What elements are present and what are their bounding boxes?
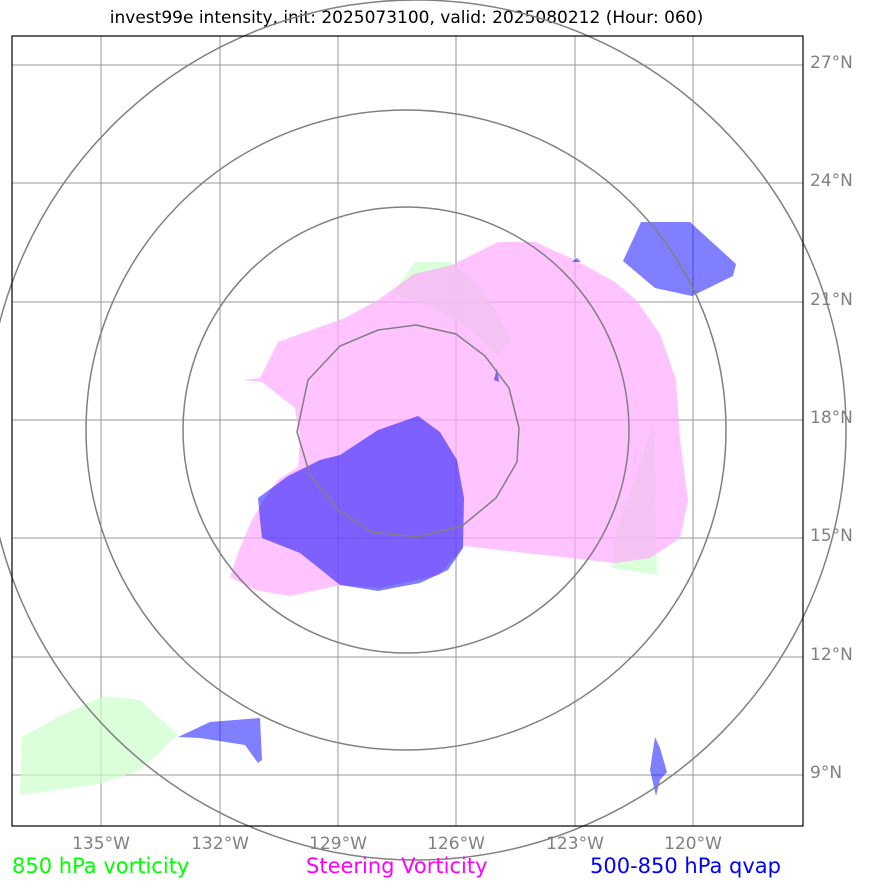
lat-label-24n: 24°N: [810, 171, 853, 191]
lat-label-27n: 27°N: [810, 53, 853, 73]
legend-steering-vorticity: Steering Vorticity: [306, 854, 488, 878]
qvap-area-south: [650, 737, 667, 796]
lon-label-132w: 132°W: [191, 834, 249, 854]
map-frame: [11, 35, 804, 827]
qvap-area-northeast: [623, 222, 736, 296]
range-ring-2: [182, 206, 630, 654]
qvap-area-speck-1: [572, 258, 581, 262]
field-500-850-qvap: [178, 222, 736, 796]
range-ring-4: [0, 0, 847, 861]
lon-label-126w: 126°W: [427, 834, 485, 854]
lat-label-18n: 18°N: [810, 408, 853, 428]
range-rings: [0, 0, 847, 861]
lon-label-120w: 120°W: [664, 834, 722, 854]
qvap-area-southwest: [178, 718, 262, 763]
qvap-area-core-inner: [340, 418, 462, 560]
lon-label-123w: 123°W: [546, 834, 604, 854]
legend-qvap: 500-850 hPa qvap: [590, 854, 781, 878]
lat-label-9n: 9°N: [810, 763, 843, 783]
lat-label-15n: 15°N: [810, 526, 853, 546]
vorticity-area-southwest: [20, 696, 178, 795]
lon-label-129w: 129°W: [309, 834, 367, 854]
lon-label-135w: 135°W: [72, 834, 130, 854]
lat-label-21n: 21°N: [810, 290, 853, 310]
legend-850-vorticity: 850 hPa vorticity: [12, 854, 190, 878]
lat-label-12n: 12°N: [810, 645, 853, 665]
qvap-area-speck-2: [494, 368, 499, 382]
range-ring-3: [85, 109, 727, 751]
range-ring-1: [296, 324, 520, 538]
